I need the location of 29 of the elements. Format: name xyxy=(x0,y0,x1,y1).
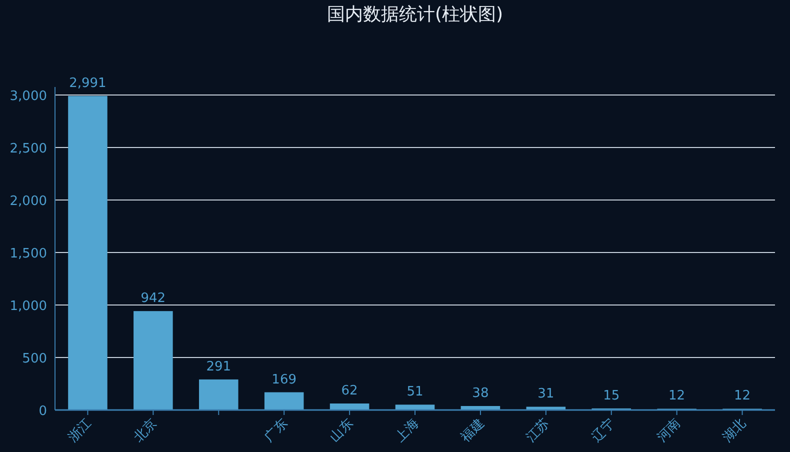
data-label: 12 xyxy=(668,388,686,404)
x-tick-label: 福建 xyxy=(458,416,488,446)
data-label: 169 xyxy=(272,372,297,388)
y-tick-label: 3,000 xyxy=(10,89,47,104)
x-tick-label: 广东 xyxy=(262,416,291,446)
y-tick-label: 0 xyxy=(38,404,47,419)
x-tick-label: 湖北 xyxy=(720,416,750,446)
title: 国内数据统计(柱状图) xyxy=(326,4,504,25)
data-label: 2,991 xyxy=(69,76,106,91)
y-tick-label: 2,000 xyxy=(10,194,47,209)
data-label: 942 xyxy=(140,291,166,306)
x-tick-label: 上海 xyxy=(392,416,422,446)
y-tick-label: 1,000 xyxy=(10,299,47,314)
x-tick-label: 北京 xyxy=(131,416,160,446)
x-tick-label: 河南 xyxy=(654,416,684,446)
data-label: 62 xyxy=(341,383,358,398)
y-tick-label: 2,500 xyxy=(10,142,47,156)
x-tick-label: 浙江 xyxy=(66,416,95,446)
data-label: 12 xyxy=(734,388,751,404)
data-label: 38 xyxy=(472,386,489,402)
data-label: 31 xyxy=(538,386,554,402)
y-tick-label: 1,500 xyxy=(10,246,47,262)
data-label: 291 xyxy=(206,359,232,374)
data-label: 15 xyxy=(603,388,620,404)
y-tick-label: 500 xyxy=(22,352,47,366)
x-tick-label: 辽宁 xyxy=(588,416,618,446)
data-label: 51 xyxy=(406,384,424,400)
x-tick-label: 山东 xyxy=(327,416,356,446)
x-tick-label: 江苏 xyxy=(524,416,553,446)
